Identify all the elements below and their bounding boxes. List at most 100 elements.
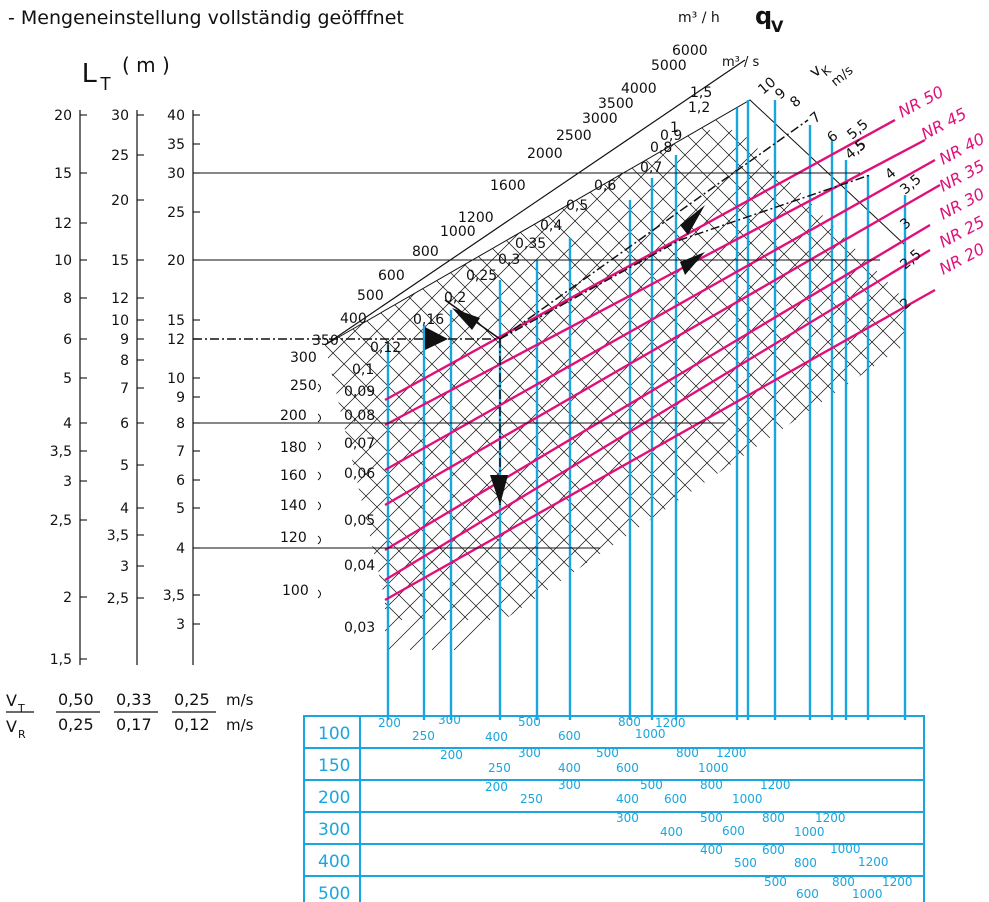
grid-line-up <box>0 130 292 650</box>
table-cell-value: 400 <box>660 825 683 839</box>
vk-tick-group: 3 <box>897 215 914 233</box>
m3h-tick <box>318 502 321 510</box>
vt-value-3: 0,25 <box>174 690 210 709</box>
scale-c-tick-label: 3,5 <box>163 588 185 604</box>
m3h-tick-label: 3000 <box>582 111 618 127</box>
table-cell-value: 200 <box>485 780 508 794</box>
table-cell-value: 800 <box>676 746 699 760</box>
m3h-tick-label: 250 <box>290 378 317 394</box>
table-row-key: 200 <box>318 788 350 808</box>
grid-line-up <box>0 130 490 650</box>
table-cell-value: 500 <box>596 746 619 760</box>
scale-b-tick-label: 6 <box>120 416 129 432</box>
m3s-tick-label: 0,2 <box>444 290 466 306</box>
table-cell-value: 500 <box>700 811 723 825</box>
m3h-tick-label: 120 <box>280 530 307 546</box>
table-cell-value: 200 <box>378 716 401 730</box>
table-cell-value: 200 <box>440 748 463 762</box>
vk-tick-group: 6 <box>824 128 841 146</box>
left-scales: 2015121086543,532,521,530252015121098765… <box>50 108 200 668</box>
grid-line-down <box>0 100 50 620</box>
grid-line-up <box>0 130 314 650</box>
scale-b-tick-label: 20 <box>111 193 129 209</box>
scale-lt-tick-label: 5 <box>63 371 72 387</box>
lt-title: L <box>82 57 98 88</box>
grid-line-up <box>432 130 952 650</box>
arrow-2 <box>452 308 480 330</box>
lt-title-sub: T <box>100 74 111 94</box>
m3h-tick <box>318 414 321 422</box>
table-cell-value: 250 <box>488 761 511 775</box>
scale-lt-tick-label: 3,5 <box>50 444 72 460</box>
nr-curve <box>385 290 935 600</box>
m3h-tick-label: 600 <box>378 268 405 284</box>
table-cell-value: 600 <box>664 792 687 806</box>
scale-c-tick-label: 4 <box>176 541 185 557</box>
m3h-tick-label: 2500 <box>556 128 592 144</box>
vk-tick-label: 6 <box>824 128 841 146</box>
m3h-tick-label: 400 <box>340 311 367 327</box>
table-cell-value: 300 <box>438 713 461 727</box>
table-cell-value: 600 <box>616 761 639 775</box>
table-cell-value: 800 <box>762 811 785 825</box>
qv-title: q <box>755 2 772 30</box>
m3h-tick <box>318 384 321 392</box>
m3s-tick-label: 0,12 <box>370 340 401 356</box>
m3h-tick <box>318 536 321 544</box>
vt-value-2: 0,33 <box>116 690 152 709</box>
table-cell-value: 600 <box>558 729 581 743</box>
m3h-tick-label: 160 <box>280 468 307 484</box>
scale-b-tick-label: 3,5 <box>107 528 129 544</box>
arrow-3 <box>490 475 508 505</box>
table-cell-value: 600 <box>796 887 819 901</box>
scale-lt-tick-label: 15 <box>54 166 72 182</box>
scale-b-tick-label: 5 <box>120 458 129 474</box>
vk-tick-group: 3,5 <box>897 171 924 198</box>
grid-line-up <box>0 130 72 650</box>
grid-line-down <box>0 100 314 620</box>
nr-curve <box>385 250 930 580</box>
scale-c-tick-label: 30 <box>167 166 185 182</box>
scale-c-tick-label: 10 <box>167 371 185 387</box>
vt-value-1: 0,50 <box>58 690 94 709</box>
table-cell-value: 600 <box>722 824 745 838</box>
table-cell-value: 500 <box>734 856 757 870</box>
lt-title-unit: ( m ) <box>122 53 170 77</box>
grid-line-down <box>0 100 6 620</box>
m3s-tick-label: 0,09 <box>344 384 375 400</box>
table-cell-value: 500 <box>518 715 541 729</box>
vk-title: v K m/s <box>805 45 856 97</box>
table-cell-value: 1200 <box>815 811 846 825</box>
m3h-unit: m³ / h <box>678 10 720 26</box>
grid-line-down <box>124 100 644 620</box>
scale-b-tick-label: 4 <box>120 501 129 517</box>
m3h-tick-label: 140 <box>280 498 307 514</box>
scale-lt-tick-label: 6 <box>63 332 72 348</box>
table-cell-value: 300 <box>616 811 639 825</box>
table-frame <box>304 716 924 902</box>
grid-line-up <box>80 130 600 650</box>
scale-c-tick-label: 3 <box>176 617 185 633</box>
scale-c-tick-label: 6 <box>176 473 185 489</box>
caption: - Mengeneinstellung vollständig geöfffne… <box>8 7 404 29</box>
grid-line-up <box>0 130 116 650</box>
m3s-tick-label: 0,08 <box>344 408 375 424</box>
table-cell-value: 400 <box>558 761 581 775</box>
grid-line-up <box>0 130 6 650</box>
scale-lt-tick-label: 20 <box>54 108 72 124</box>
velocity-lines <box>388 100 905 720</box>
table-row-key: 500 <box>318 884 350 902</box>
m3h-tick-label: 6000 <box>672 43 708 59</box>
table-cell-value: 1000 <box>794 825 825 839</box>
table-cell-value: 1000 <box>732 792 763 806</box>
m3h-tick-label: 1000 <box>440 224 476 240</box>
vr-unit: m/s <box>226 716 254 734</box>
grid-line-down <box>608 100 989 620</box>
vr-value-1: 0,25 <box>58 715 94 734</box>
vr-label: V <box>6 717 17 736</box>
vk-tick-group: 2,5 <box>897 246 924 273</box>
vk-tick-label: 3 <box>897 215 914 233</box>
table-cell-value: 250 <box>412 729 435 743</box>
m3h-tick <box>318 590 321 598</box>
m3s-tick-label: 0,6 <box>594 178 616 194</box>
